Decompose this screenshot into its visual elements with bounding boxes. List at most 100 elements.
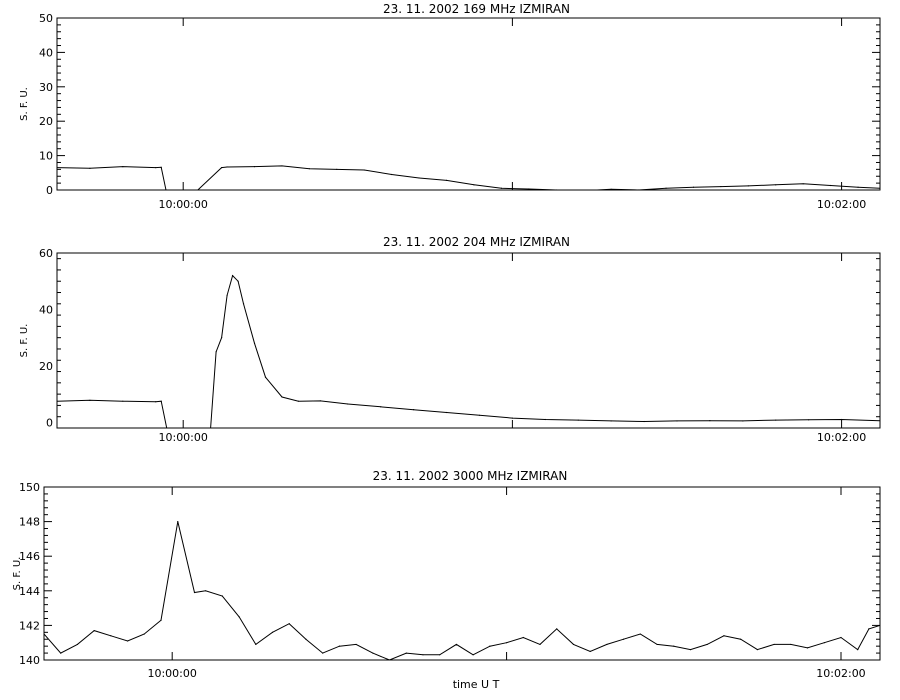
data-point — [511, 417, 513, 419]
data-point — [556, 628, 558, 630]
data-point — [110, 635, 112, 637]
y-axis-label: S. F. U. — [12, 557, 23, 591]
data-point — [391, 173, 393, 176]
data-point — [422, 654, 424, 656]
y-tick-label: 150 — [19, 481, 40, 494]
data-point — [177, 521, 179, 523]
data-point — [221, 337, 223, 339]
data-point — [253, 166, 256, 168]
data-point — [193, 591, 196, 594]
y-tick-label: 40 — [39, 303, 53, 316]
data-point — [445, 179, 448, 181]
y-axis-label: S. F. U. — [19, 324, 30, 358]
data-point — [775, 184, 777, 186]
data-point — [44, 633, 45, 635]
chart-title: 23. 11. 2002 169 MHz IZMIRAN — [383, 2, 570, 16]
data-point — [221, 167, 223, 169]
data-point — [160, 400, 162, 402]
y-tick-label: 60 — [39, 247, 53, 260]
data-point — [723, 635, 725, 637]
chart-panel-3: 23. 11. 2002 3000 MHz IZMIRAN 140 142 144 14… — [12, 469, 881, 691]
data-point — [868, 628, 870, 630]
data-point — [253, 342, 256, 344]
x-tick-label: 10:00:00 — [147, 667, 196, 680]
data-point — [610, 420, 612, 422]
data-point — [637, 189, 640, 190]
data-point — [226, 166, 228, 168]
y-tick-label: 144 — [19, 585, 40, 598]
y-tick-label: 148 — [19, 516, 40, 529]
data-point — [205, 590, 207, 592]
data-point — [806, 647, 809, 649]
series-line — [57, 274, 880, 428]
data-point — [706, 643, 708, 646]
data-point — [857, 649, 859, 651]
data-point — [127, 640, 129, 642]
data-point — [221, 595, 223, 597]
data-point — [740, 638, 742, 640]
data-point — [692, 186, 695, 188]
data-point — [472, 654, 474, 656]
data-point — [288, 623, 290, 625]
data-point — [528, 188, 530, 190]
data-point — [623, 638, 625, 640]
data-point — [857, 186, 859, 188]
data-point — [747, 185, 749, 187]
data-point — [194, 193, 195, 194]
data-point — [500, 187, 503, 189]
series-line — [57, 165, 880, 190]
data-point — [93, 629, 95, 632]
y-tick-label: 40 — [39, 46, 53, 59]
chart-panel-1: 23. 11. 2002 169 MHz IZMIRAN 0 10 20 30 40 50 1… — [19, 2, 881, 211]
y-tick-label: 0 — [46, 184, 53, 197]
x-tick-label: 10:00:00 — [158, 198, 207, 211]
data-point — [166, 193, 167, 194]
data-point — [308, 168, 310, 170]
data-point — [297, 400, 300, 402]
data-point — [572, 643, 575, 646]
data-point — [802, 183, 804, 185]
data-point — [155, 401, 157, 403]
data-point — [840, 418, 843, 421]
data-point — [76, 643, 79, 646]
data-point — [215, 351, 217, 353]
plot-frame — [43, 486, 881, 661]
data-point — [473, 184, 475, 186]
data-point — [242, 303, 245, 305]
data-point — [790, 643, 792, 646]
data-point — [347, 403, 349, 405]
data-point — [231, 274, 234, 277]
data-point — [709, 420, 711, 422]
data-point — [823, 642, 825, 644]
data-point — [226, 294, 228, 296]
data-point — [160, 619, 162, 621]
data-point — [577, 419, 579, 421]
y-tick-label: 10 — [39, 150, 53, 163]
data-point — [879, 624, 880, 626]
y-axis-label: S. F. U. — [19, 87, 30, 121]
data-point — [840, 636, 842, 639]
data-point — [830, 184, 832, 187]
data-point — [322, 652, 324, 654]
data-point — [445, 411, 448, 414]
data-point — [505, 642, 508, 644]
data-point — [756, 649, 758, 651]
data-point — [555, 189, 557, 190]
y-tick-label: 146 — [19, 550, 40, 563]
plot-frame — [56, 252, 881, 429]
data-point — [773, 643, 775, 646]
x-tick-label: 10:02:00 — [817, 431, 866, 444]
data-point — [610, 188, 612, 190]
data-point — [57, 400, 58, 402]
data-point — [720, 185, 722, 188]
data-point — [305, 638, 307, 640]
data-point — [281, 396, 283, 398]
data-point — [405, 652, 407, 654]
data-point — [606, 643, 608, 646]
data-point — [879, 187, 880, 189]
data-point — [489, 645, 491, 647]
data-point — [522, 636, 524, 639]
data-point — [478, 414, 481, 416]
y-tick-label: 142 — [19, 619, 40, 632]
data-point — [363, 169, 365, 171]
